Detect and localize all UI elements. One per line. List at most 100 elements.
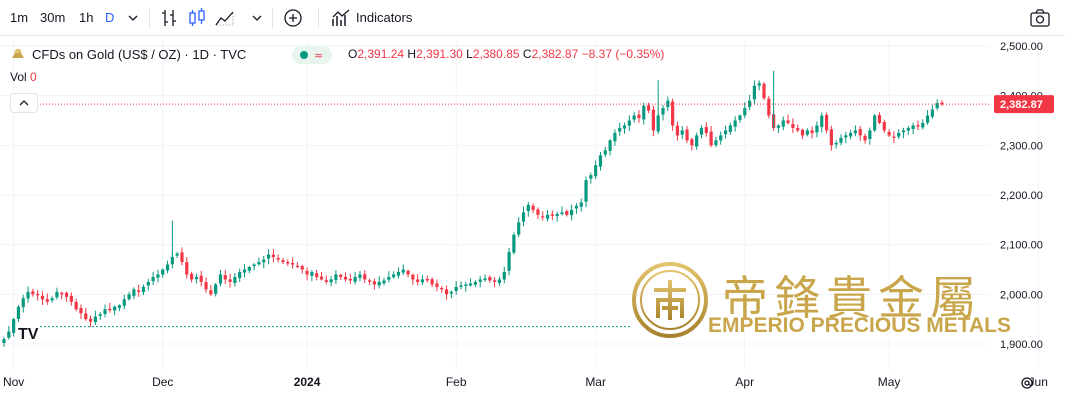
candle-body — [873, 115, 877, 131]
indicators-icon[interactable] — [330, 7, 352, 29]
candle-body — [892, 136, 896, 138]
candle-body — [175, 253, 179, 256]
candle-body — [79, 307, 83, 314]
add-compare-icon[interactable] — [282, 7, 304, 29]
volume-value: 0 — [30, 70, 37, 84]
candle-body — [791, 123, 795, 128]
candle-body — [877, 114, 882, 123]
interval-30m[interactable]: 30m — [40, 10, 66, 25]
candle-body — [699, 127, 704, 135]
indicators-button[interactable]: Indicators — [356, 10, 413, 25]
candle-body — [704, 126, 708, 133]
candle-body — [526, 204, 530, 212]
candle-body — [358, 274, 362, 278]
interval-1m[interactable]: 1m — [10, 10, 29, 25]
bar-type-icon[interactable] — [158, 7, 180, 29]
candle-body — [252, 264, 256, 267]
candle-body — [64, 292, 69, 297]
candle-body — [151, 276, 155, 282]
candle-body — [608, 140, 612, 151]
candle-body — [396, 271, 401, 276]
candle-body — [286, 262, 290, 264]
volume-label: Vol — [10, 70, 27, 84]
candle-body — [921, 122, 925, 128]
candle-body — [906, 127, 910, 131]
candle-body — [733, 120, 737, 127]
candle-body — [752, 85, 756, 100]
candle-body — [257, 262, 261, 265]
candle-body — [416, 279, 420, 282]
candle-body — [829, 129, 833, 146]
market-status[interactable]: ≈ — [292, 46, 332, 64]
candle-body — [84, 313, 88, 320]
interval-1h[interactable]: 1h — [79, 10, 94, 25]
ohlc-values: O2,391.24 H2,391.30 L2,380.85 C2,382.87 … — [348, 47, 664, 61]
interval-d[interactable]: D — [105, 10, 115, 25]
candle-body — [868, 130, 872, 139]
top-toolbar: 1m 30m 1h D Indicators — [0, 0, 1065, 36]
candle-body — [435, 283, 439, 287]
settings-icon[interactable] — [1018, 374, 1036, 397]
candle-body — [747, 100, 752, 107]
candle-type-icon[interactable] — [186, 7, 208, 29]
candle-body — [16, 306, 21, 319]
candle-body — [512, 234, 516, 253]
candle-body — [901, 130, 906, 133]
candle-body — [776, 125, 781, 128]
candle-body — [26, 291, 30, 299]
candle-body — [690, 139, 694, 146]
candle-body — [372, 281, 376, 285]
candle-body — [709, 131, 713, 146]
candle-body — [849, 132, 853, 137]
candle-body — [31, 291, 35, 295]
chevron-down-icon-2[interactable] — [246, 7, 268, 29]
candle-body — [781, 120, 785, 127]
candle-body — [300, 266, 304, 270]
candle-body — [594, 165, 598, 177]
candle-body — [7, 331, 11, 338]
area-type-icon[interactable] — [214, 7, 236, 29]
candle-body — [117, 305, 122, 308]
candle-body — [295, 265, 300, 268]
x-tick-label: May — [878, 375, 901, 389]
candle-body — [521, 212, 526, 222]
last-price-tag — [994, 95, 1054, 114]
brand-logo-icon — [632, 262, 708, 338]
candle-body — [88, 318, 93, 322]
candle-body — [618, 127, 622, 132]
candle-body — [507, 252, 511, 271]
change-value: −8.37 (−0.35%) — [581, 47, 665, 61]
candle-body — [21, 298, 25, 308]
candle-body — [680, 130, 684, 135]
candle-body — [598, 155, 603, 167]
candle-body — [695, 135, 699, 147]
last-price-label: 2,382.87 — [1000, 99, 1043, 111]
candle-body — [497, 279, 502, 283]
candle-body — [411, 274, 415, 280]
symbol-title[interactable]: CFDs on Gold (US$ / OZ) · 1D · TVC — [32, 47, 247, 62]
x-tick-label: Dec — [152, 375, 173, 389]
candle-body — [266, 254, 271, 259]
candle-body — [348, 278, 352, 281]
candle-body — [911, 125, 915, 130]
candle-body — [613, 132, 617, 142]
candle-body — [820, 115, 824, 127]
tv-logo-watermark: TV — [18, 326, 39, 343]
candle-body — [541, 216, 545, 218]
candle-body — [401, 269, 405, 273]
collapse-legend-button[interactable] — [10, 93, 38, 113]
candle-body — [887, 131, 891, 136]
candle-body — [824, 114, 829, 131]
chevron-down-icon[interactable] — [122, 7, 144, 29]
candle-body — [473, 281, 478, 285]
candle-body — [238, 271, 242, 279]
candle-body — [233, 276, 237, 283]
candle-body — [387, 276, 391, 280]
camera-icon[interactable] — [1029, 7, 1051, 29]
candle-body — [228, 279, 232, 282]
candle-body — [762, 83, 766, 99]
open-label: O — [348, 47, 358, 61]
candle-body — [214, 284, 218, 294]
candle-body — [223, 275, 227, 280]
